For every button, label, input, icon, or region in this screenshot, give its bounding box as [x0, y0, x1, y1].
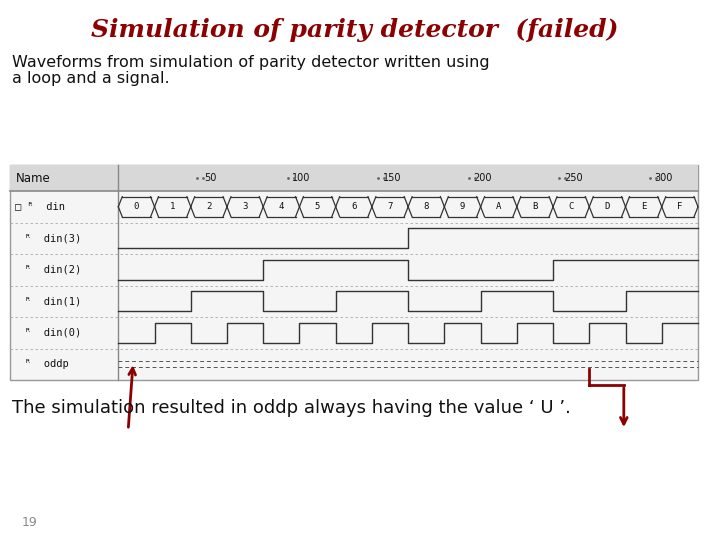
Text: 6: 6 [351, 202, 356, 211]
Text: ᴿ  din(1): ᴿ din(1) [24, 296, 81, 306]
Text: Simulation of parity detector  (failed): Simulation of parity detector (failed) [91, 18, 618, 42]
Text: Waveforms from simulation of parity detector written using: Waveforms from simulation of parity dete… [12, 55, 490, 70]
Text: a loop and a signal.: a loop and a signal. [12, 71, 169, 86]
Text: 150: 150 [383, 173, 401, 183]
Text: C: C [569, 202, 574, 211]
Text: 50: 50 [204, 173, 217, 183]
Text: 100: 100 [292, 173, 310, 183]
Bar [10, 165, 698, 191]
Text: The simulation resulted in oddp always having the value ‘ U ’.: The simulation resulted in oddp always h… [12, 399, 571, 417]
Text: D: D [605, 202, 610, 211]
Text: 250: 250 [564, 173, 582, 183]
Text: 1: 1 [170, 202, 176, 211]
Text: ᴿ  din(0): ᴿ din(0) [24, 328, 81, 338]
Text: 200: 200 [473, 173, 492, 183]
Text: ᴿ  din(3): ᴿ din(3) [24, 233, 81, 243]
Text: 7: 7 [387, 202, 392, 211]
Text: F: F [678, 202, 683, 211]
Text: ᴿ  oddp: ᴿ oddp [24, 359, 68, 369]
Text: 2: 2 [206, 202, 212, 211]
Text: E: E [641, 202, 647, 211]
Text: 4: 4 [279, 202, 284, 211]
Bar [10, 165, 698, 380]
Text: 9: 9 [460, 202, 465, 211]
Text: ᴿ  din(2): ᴿ din(2) [24, 265, 81, 275]
Text: 300: 300 [654, 173, 673, 183]
Text: 0: 0 [134, 202, 139, 211]
Text: 19: 19 [22, 516, 37, 529]
Text: Name: Name [16, 172, 50, 185]
Text: A: A [496, 202, 501, 211]
Text: 3: 3 [243, 202, 248, 211]
Text: 5: 5 [315, 202, 320, 211]
Text: B: B [532, 202, 538, 211]
Text: 8: 8 [423, 202, 429, 211]
Text: □ ᴿ  din: □ ᴿ din [15, 202, 65, 212]
